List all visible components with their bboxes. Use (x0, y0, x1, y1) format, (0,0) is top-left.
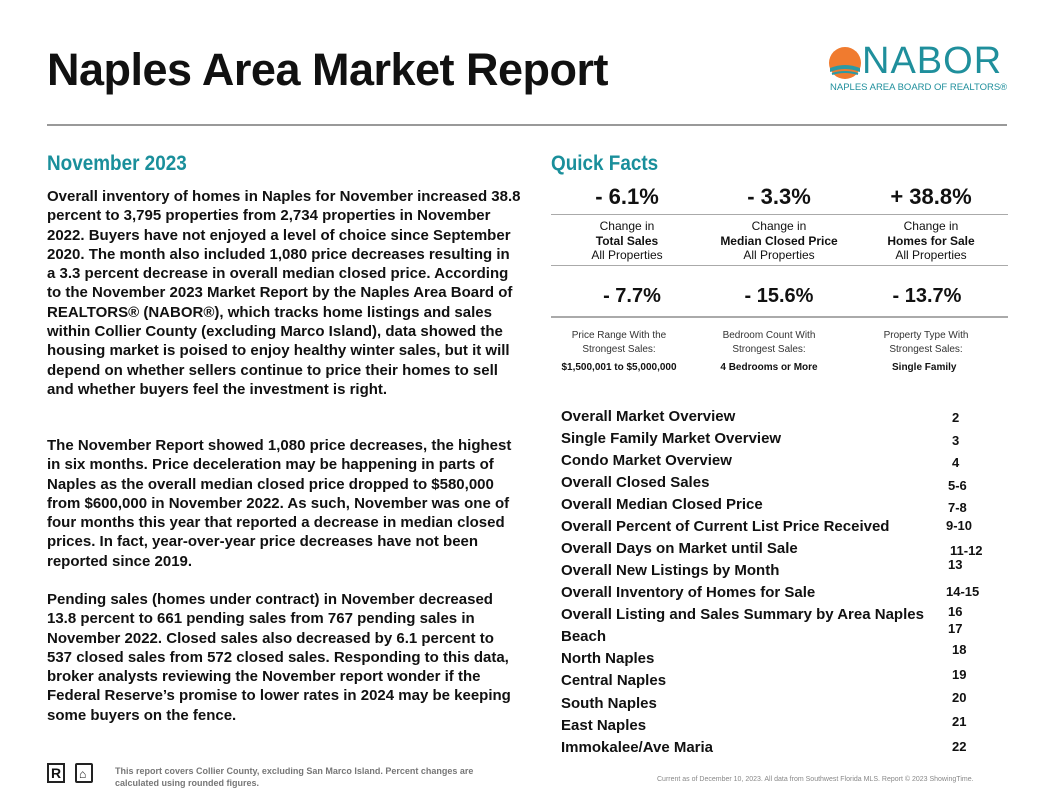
fact-label: Change in Median Closed Price All Properti… (720, 219, 838, 262)
toc-page-number: 18 (952, 642, 967, 657)
fact-value: - 13.7% (892, 285, 962, 307)
toc-page-number: 3 (952, 433, 960, 448)
toc-page-number: 19 (952, 667, 967, 682)
fact-price-range: - 7.7% (556, 285, 708, 308)
toc-item[interactable]: South Naples (561, 695, 657, 712)
toc-page-number: 7-8 (948, 500, 967, 515)
fact-homes-for-sale: + 38.8% (855, 184, 1007, 210)
fact-value: - 6.1% (595, 184, 659, 209)
sun-wave-icon (829, 47, 861, 79)
toc-item[interactable]: Single Family Market Overview (561, 430, 782, 447)
fact-property-type: - 13.7% (851, 285, 1003, 308)
fact-total-sales: - 6.1% (551, 184, 703, 210)
footer-note: This report covers Collier County, exclu… (115, 766, 474, 788)
toc-item[interactable]: Beach (561, 628, 607, 645)
fact-label: Price Range With the Strongest Sales: $1,5… (561, 330, 677, 373)
toc-page-number: 21 (952, 714, 967, 729)
paragraph: Overall inventory of homes in Naples for… (47, 188, 521, 398)
toc-page-number: 17 (948, 621, 963, 636)
fact-bedroom-count: - 15.6% (703, 285, 855, 308)
divider (551, 316, 1008, 318)
fact-median-price: - 3.3% (703, 184, 855, 210)
toc-page-number: 5-6 (948, 478, 967, 493)
fact-label: Change in Total Sales All Properties (591, 219, 663, 262)
toc-item[interactable]: Overall Days on Market until Sale (561, 540, 798, 557)
toc-item[interactable]: Overall Median Closed Price (561, 496, 763, 513)
divider (551, 265, 1008, 266)
footer-source: Current as of December 10, 2023. All dat… (657, 776, 974, 783)
report-month: November 2023 (47, 152, 187, 175)
realtor-logo-icon: R (47, 763, 65, 783)
paragraph: The November Report showed 1,080 price d… (47, 437, 512, 570)
toc-page-number: 2 (952, 410, 960, 425)
toc-item[interactable]: North Naples (561, 650, 655, 667)
equal-housing-icon: ⌂ (75, 763, 93, 783)
logo-word: NABOR (862, 40, 1003, 82)
fact-label: Property Type With Strongest Sales: Single… (883, 330, 969, 373)
toc-page-number: 20 (952, 690, 967, 705)
toc-item[interactable]: Central Naples (561, 672, 667, 689)
toc-item[interactable]: Overall New Listings by Month (561, 562, 780, 579)
fact-value: - 7.7% (603, 285, 661, 307)
quick-facts-title: Quick Facts (551, 152, 659, 175)
toc-item[interactable]: East Naples (561, 717, 647, 734)
page-title: Naples Area Market Report (47, 44, 609, 95)
toc-item[interactable]: Immokalee/Ave Maria (561, 739, 714, 756)
logo-subtitle: NAPLES AREA BOARD OF REALTORS® (830, 82, 1008, 93)
toc-item[interactable]: Overall Closed Sales (561, 474, 710, 491)
toc-page-number: 14-15 (946, 584, 980, 599)
fact-value: - 15.6% (744, 285, 814, 307)
toc-page-number: 9-10 (946, 518, 973, 533)
toc-item[interactable]: Condo Market Overview (561, 452, 732, 469)
toc-item[interactable]: Overall Listing and Sales Summary by Are… (561, 606, 924, 623)
fact-value: + 38.8% (890, 184, 972, 209)
toc-item[interactable]: Overall Market Overview (561, 408, 736, 425)
toc-page-number: 16 (948, 604, 963, 619)
divider (551, 214, 1008, 215)
fact-label: Bedroom Count With Strongest Sales: 4 Bedr… (720, 330, 818, 373)
divider (47, 124, 1007, 126)
toc-page-number: 4 (952, 455, 960, 470)
toc-item[interactable]: Overall Inventory of Homes for Sale (561, 584, 816, 601)
toc-page-number: 11-12 (950, 543, 983, 558)
toc-page-number: 13 (948, 557, 963, 572)
fact-label: Change in Homes for Sale All Properties (887, 219, 975, 262)
toc-page-number: 22 (952, 739, 967, 754)
paragraph: Pending sales (homes under contract) in … (47, 591, 511, 724)
fact-value: - 3.3% (747, 184, 811, 209)
toc-item[interactable]: Overall Percent of Current List Price Re… (561, 518, 890, 535)
